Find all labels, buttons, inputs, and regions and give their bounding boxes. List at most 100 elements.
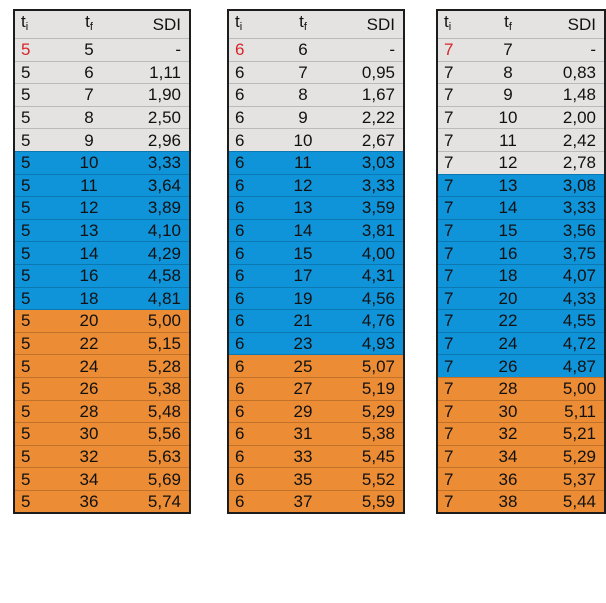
cell-sdi: 4,72 <box>532 332 605 356</box>
cell-sdi: 5,44 <box>532 490 605 514</box>
table-row: 7 22 4,55 <box>437 309 605 333</box>
cell-ti: 7 <box>437 377 484 401</box>
table-row: 7 38 5,44 <box>437 490 605 514</box>
header-tf: tf <box>63 10 115 39</box>
table-row: 6 33 5,45 <box>228 445 404 469</box>
sdi-table-1: ti tf SDI 5 5-5 6 1,11 5 7 1,90 5 8 2,50 5 9 2,96 5 10 3,3… <box>13 9 191 515</box>
cell-ti: 6 <box>228 467 277 491</box>
cell-sdi: 1,48 <box>532 83 605 107</box>
cell-ti: 6 <box>228 174 277 198</box>
cell-tf: 12 <box>483 151 533 175</box>
cell-tf: 21 <box>277 309 329 333</box>
table-row: 5 34 5,69 <box>14 467 190 491</box>
cell-tf: 8 <box>277 83 329 107</box>
header-tf: tf <box>483 10 533 39</box>
cell-tf: 20 <box>483 287 533 311</box>
cell-sdi: 5,28 <box>115 354 190 378</box>
cell-ti: 5 <box>14 61 63 85</box>
table-row: 5 22 5,15 <box>14 332 190 356</box>
cell-sdi: 3,59 <box>329 196 404 220</box>
cell-ti: 5 <box>14 128 63 152</box>
cell-ti: 7 <box>437 445 484 469</box>
cell-sdi: 1,67 <box>329 83 404 107</box>
cell-sdi: 4,55 <box>532 309 605 333</box>
cell-ti: 6 <box>228 241 277 265</box>
table-row: 5 24 5,28 <box>14 354 190 378</box>
cell-sdi: 5,29 <box>532 445 605 469</box>
cell-tf: 13 <box>483 174 533 198</box>
cell-sdi: 4,10 <box>115 219 190 243</box>
table-row: 7 32 5,21 <box>437 422 605 446</box>
cell-sdi: 3,33 <box>329 174 404 198</box>
cell-ti: 5 <box>14 106 63 130</box>
cell-sdi: 2,78 <box>532 151 605 175</box>
cell-ti: 5 <box>14 490 63 514</box>
table-row: 7 14 3,33 <box>437 196 605 220</box>
table-row: 7 20 4,33 <box>437 287 605 311</box>
table-row: 5 13 4,10 <box>14 219 190 243</box>
table-row: 5 11 3,64 <box>14 174 190 198</box>
cell-ti: 6 <box>228 332 277 356</box>
cell-tf: 31 <box>277 422 329 446</box>
table-row: 5 20 5,00 <box>14 309 190 333</box>
cell-sdi: 3,81 <box>329 219 404 243</box>
cell-tf: 11 <box>277 151 329 175</box>
cell-sdi: - <box>532 38 605 62</box>
cell-ti: 6 <box>228 287 277 311</box>
cell-ti: 7 <box>437 354 484 378</box>
cell-ti: 6 <box>228 196 277 220</box>
cell-sdi: 0,83 <box>532 61 605 85</box>
cell-sdi: 5,63 <box>115 445 190 469</box>
cell-ti: 5 <box>14 219 63 243</box>
cell-tf: 38 <box>483 490 533 514</box>
table-row: 7 10 2,00 <box>437 106 605 130</box>
cell-ti: 5 <box>14 287 63 311</box>
cell-sdi: 2,67 <box>329 128 404 152</box>
table-row: 7 24 4,72 <box>437 332 605 356</box>
cell-ti: 5 <box>14 241 63 265</box>
cell-tf: 10 <box>483 106 533 130</box>
header-ti: ti <box>14 10 63 39</box>
cell-sdi: 2,22 <box>329 106 404 130</box>
cell-ti: 6 <box>228 490 277 514</box>
cell-ti: 6 <box>228 354 277 378</box>
cell-tf: 17 <box>277 264 329 288</box>
cell-ti: 5 <box>14 309 63 333</box>
header-sdi: SDI <box>329 10 404 39</box>
cell-tf: 12 <box>63 196 115 220</box>
cell-tf: 28 <box>63 400 115 424</box>
table-row: 6 37 5,59 <box>228 490 404 514</box>
cell-ti: 6 <box>228 377 277 401</box>
table-row: 6 7 0,95 <box>228 61 404 85</box>
cell-ti: 5 <box>14 422 63 446</box>
cell-tf: 15 <box>277 241 329 265</box>
cell-sdi: 5,07 <box>329 354 404 378</box>
cell-tf: 9 <box>63 128 115 152</box>
cell-sdi: 3,89 <box>115 196 190 220</box>
table-row: 7 16 3,75 <box>437 241 605 265</box>
cell-ti: 7 <box>437 422 484 446</box>
cell-tf: 26 <box>63 377 115 401</box>
cell-ti: 7 <box>437 264 484 288</box>
table-row: 5 10 3,33 <box>14 151 190 175</box>
cell-sdi: 5,00 <box>115 309 190 333</box>
table-row: 5 28 5,48 <box>14 400 190 424</box>
cell-ti: 6 <box>228 61 277 85</box>
cell-ti: 5 <box>14 264 63 288</box>
cell-sdi: 3,33 <box>532 196 605 220</box>
cell-tf: 8 <box>483 61 533 85</box>
table-row: 7 12 2,78 <box>437 151 605 175</box>
cell-tf: 11 <box>63 174 115 198</box>
cell-ti: 7 <box>437 128 484 152</box>
cell-tf: 14 <box>63 241 115 265</box>
cell-ti: 7 <box>437 241 484 265</box>
cell-ti: 5 <box>14 354 63 378</box>
table-row: 6 31 5,38 <box>228 422 404 446</box>
header-sdi: SDI <box>532 10 605 39</box>
cell-sdi: 4,93 <box>329 332 404 356</box>
cell-ti: 7 <box>437 174 484 198</box>
cell-sdi: - <box>115 38 190 62</box>
cell-tf: 28 <box>483 377 533 401</box>
cell-tf: 22 <box>483 309 533 333</box>
cell-sdi: 4,07 <box>532 264 605 288</box>
